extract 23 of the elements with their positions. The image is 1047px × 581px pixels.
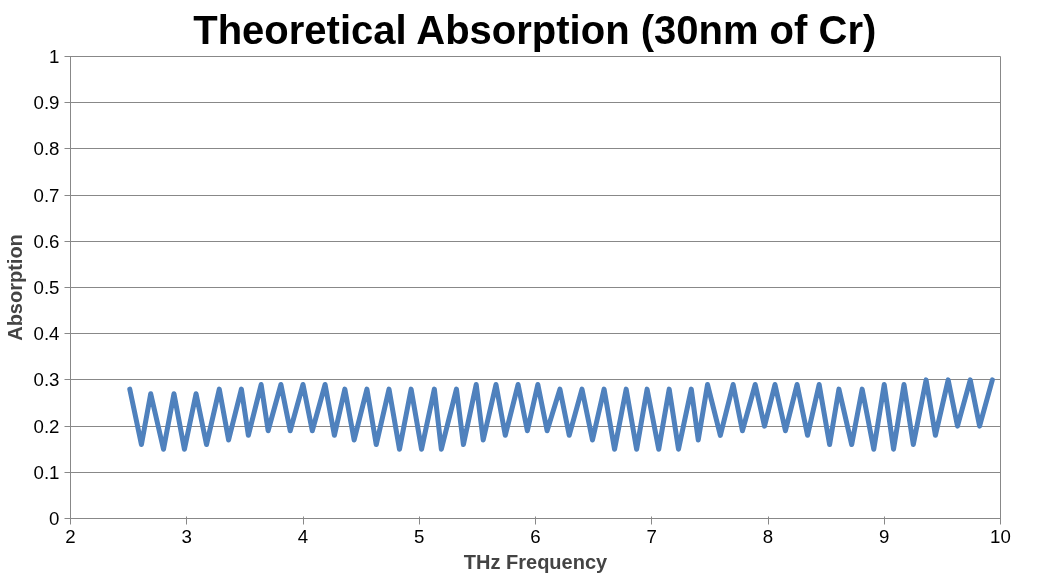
y-tick-label: 0.9 — [33, 92, 60, 114]
x-tick-label: 3 — [181, 525, 192, 547]
y-tick-label: 0.1 — [33, 461, 60, 483]
x-tick-label: 8 — [762, 525, 774, 547]
y-tick-label: 0.7 — [33, 184, 60, 206]
x-axis-title: THz Frequency — [463, 550, 609, 573]
x-tick-label: 6 — [530, 525, 541, 547]
y-tick-label: 0.8 — [33, 138, 60, 160]
y-tick-label: 0.5 — [33, 277, 60, 298]
y-tick-label: 0.6 — [33, 230, 60, 252]
y-axis-title: Absorption — [3, 234, 26, 341]
x-tick-label: 10 — [990, 525, 1011, 547]
y-tick-label: 0.4 — [33, 323, 60, 345]
x-tick-label: 2 — [65, 525, 76, 547]
y-tick-label: 0.2 — [33, 415, 60, 437]
x-tick-label: 9 — [879, 525, 890, 547]
y-tick-label: 1 — [49, 46, 60, 67]
chart-title: Theoretical Absorption (30nm of Cr) — [193, 7, 877, 52]
x-tick-label: 7 — [646, 525, 657, 547]
x-tick-label: 5 — [414, 525, 425, 547]
x-tick-label: 4 — [297, 525, 309, 547]
y-tick-label: 0.3 — [33, 369, 60, 391]
y-tick-label: 0 — [49, 508, 60, 529]
